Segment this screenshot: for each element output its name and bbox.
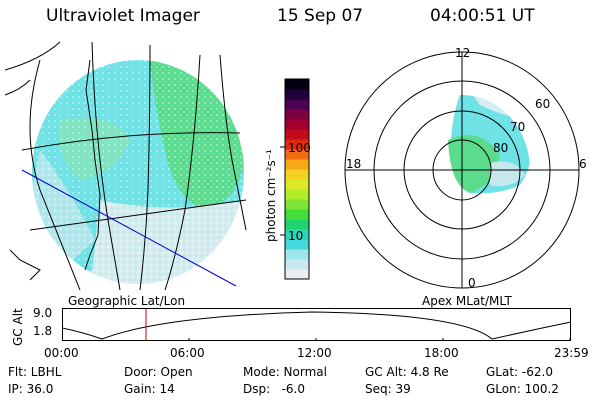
date-label: 15 Sep 07 xyxy=(277,6,364,26)
altitude-curve xyxy=(62,311,572,340)
seq-info: Seq: 39 xyxy=(365,382,411,396)
mlt-label-0: 0 xyxy=(468,276,476,290)
geographic-image xyxy=(4,41,247,290)
mlat-label-70: 70 xyxy=(510,120,526,134)
geo-emission-disk xyxy=(32,60,244,284)
mode-info: Mode: Normal xyxy=(243,365,327,379)
colorbar-band xyxy=(285,149,309,160)
instrument-title: Ultraviolet Imager xyxy=(46,6,200,26)
colorbar-band xyxy=(285,179,309,190)
altitude-plot xyxy=(62,308,572,341)
colorbar-band xyxy=(285,99,309,110)
coastline xyxy=(84,59,101,271)
geographic-panel-label: Geographic Lat/Lon xyxy=(68,294,186,308)
altitude-xtick-0600: 06:00 xyxy=(170,346,205,360)
colorbar xyxy=(280,78,310,280)
dsp-info: Dsp: -6.0 xyxy=(243,382,306,396)
ip-info: IP: 36.0 xyxy=(8,382,54,396)
colorbar-band xyxy=(285,219,309,230)
altitude-ytick-9: 9.0 xyxy=(33,306,53,320)
colorbar-unit-label: photon cm⁻²s⁻¹ xyxy=(264,149,278,242)
colorbar-band xyxy=(285,229,309,240)
colorbar-band xyxy=(285,239,309,250)
glon-info: GLon: 100.2 xyxy=(486,382,559,396)
colorbar-band xyxy=(285,199,309,210)
colorbar-band xyxy=(285,189,309,200)
filter-info: Flt: LBHL xyxy=(8,365,62,379)
coastline-south xyxy=(9,249,41,281)
altitude-xtick-2359: 23:59 xyxy=(554,346,589,360)
mlat-label-80: 80 xyxy=(493,141,509,155)
terminator-line xyxy=(21,169,237,287)
colorbar-band xyxy=(285,259,309,270)
apex-grid xyxy=(344,51,580,289)
colorbar-band xyxy=(285,119,309,130)
colorbar-gradient xyxy=(285,79,309,280)
colorbar-band xyxy=(285,139,309,150)
gain-info: Gain: 14 xyxy=(124,382,175,396)
colorbar-band xyxy=(285,79,309,90)
altitude-ytick-1-8: 1.8 xyxy=(33,324,53,338)
altitude-xtick-1200: 12:00 xyxy=(297,346,332,360)
gc-alt-info: GC Alt: 4.8 Re xyxy=(365,365,449,379)
colorbar-band xyxy=(285,169,309,180)
door-info: Door: Open xyxy=(124,365,193,379)
colorbar-band xyxy=(285,159,309,170)
apex-panel-label: Apex MLat/MLT xyxy=(422,294,512,308)
colorbar-tick-100: 100 xyxy=(288,141,311,155)
mlat-label-60: 60 xyxy=(535,97,551,111)
altitude-xtick-0000: 00:00 xyxy=(44,346,79,360)
colorbar-tick-10: 10 xyxy=(288,229,304,243)
apex-polar-plot xyxy=(344,51,580,289)
altitude-plot-frame xyxy=(62,308,571,341)
geo-grid xyxy=(4,41,247,290)
glat-info: GLat: -62.0 xyxy=(486,365,553,379)
mlt-label-6: 6 xyxy=(579,157,587,171)
colorbar-band xyxy=(285,89,309,100)
mlt-label-12: 12 xyxy=(455,46,471,60)
colorbar-band xyxy=(285,269,309,280)
colorbar-band xyxy=(285,109,309,120)
colorbar-band xyxy=(285,209,309,220)
altitude-ylabel: GC Alt xyxy=(11,308,25,346)
altitude-xtick-1800: 18:00 xyxy=(424,346,459,360)
mlt-label-18: 18 xyxy=(346,157,362,171)
colorbar-band xyxy=(285,129,309,140)
colorbar-band xyxy=(285,249,309,260)
time-label: 04:00:51 UT xyxy=(430,6,535,26)
